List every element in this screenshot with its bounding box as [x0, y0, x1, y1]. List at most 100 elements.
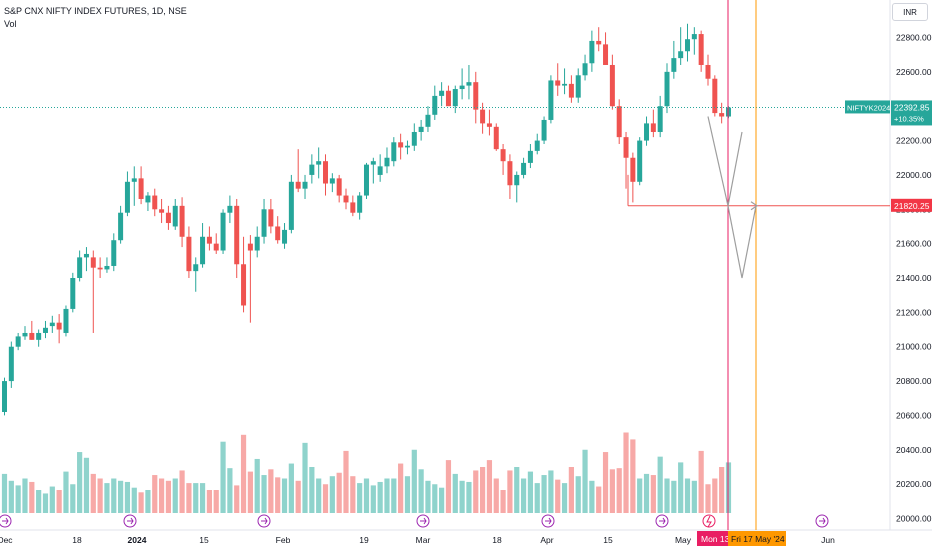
candlestick [309, 154, 315, 184]
candlestick [568, 75, 574, 103]
candlestick [49, 315, 55, 333]
volume-bar [425, 480, 431, 513]
volume-bar [261, 475, 267, 513]
candle-body [241, 264, 247, 306]
candle-body [630, 157, 636, 182]
currency-selector[interactable]: INR [892, 3, 928, 21]
volume-bar [63, 471, 69, 513]
volume-bar [104, 483, 110, 513]
volume-bar [158, 478, 165, 513]
volume-bar [568, 467, 574, 513]
time-tick-label: 15 [603, 535, 613, 545]
candlestick [473, 71, 479, 124]
volume-bar [582, 449, 588, 513]
candle-body [63, 308, 69, 333]
candlestick [712, 75, 718, 117]
candle-body [500, 149, 506, 162]
candle-body [712, 78, 718, 114]
candlestick [193, 257, 199, 292]
candlestick [83, 247, 89, 272]
candle-body [507, 161, 513, 186]
volume-bar [316, 478, 322, 513]
candlestick [719, 102, 725, 124]
time-tick-label: 2024 [128, 535, 147, 545]
candlestick [350, 195, 356, 217]
price-tick-label: 22600.00 [896, 67, 932, 77]
candle-body [172, 205, 178, 227]
volume-bar [138, 492, 144, 513]
dividend-event-icon [0, 514, 12, 528]
volume-bar [507, 470, 513, 513]
candle-body [473, 82, 479, 110]
volume-bar [520, 478, 527, 513]
volume-bar [29, 481, 35, 513]
volume-bar [42, 493, 49, 513]
candlestick [254, 226, 260, 258]
candlestick [664, 63, 670, 114]
volume-bar [637, 478, 643, 513]
volume-bar [705, 484, 711, 513]
volume-bar [268, 469, 274, 513]
candlestick [97, 257, 103, 278]
candle-body [350, 202, 356, 213]
volume-indicator-label[interactable]: Vol [4, 19, 17, 29]
volume-bar [22, 478, 28, 513]
candle-body [70, 278, 76, 309]
candle-body [138, 178, 144, 199]
time-highlight-left-bg [697, 531, 729, 546]
candlestick [418, 119, 424, 141]
candlestick [521, 157, 527, 179]
price-tick-label: 20200.00 [896, 479, 932, 489]
symbol-title[interactable]: S&P CNX NIFTY INDEX FUTURES, 1D, NSE [4, 6, 187, 16]
candlestick [63, 305, 69, 337]
candle-body [83, 253, 89, 258]
candlestick [282, 223, 288, 249]
price-tick-label: 21400.00 [896, 273, 932, 283]
candle-body [486, 123, 492, 127]
candle-body [637, 140, 643, 182]
volume-bar [77, 452, 83, 513]
volume-bar [322, 484, 329, 513]
candle-body [131, 178, 137, 182]
candlestick [685, 23, 690, 62]
candle-body [568, 83, 574, 98]
event-arrow [127, 517, 134, 525]
candlestick [247, 235, 253, 323]
volume-bar [480, 467, 486, 513]
candlestick [678, 27, 684, 65]
candlestick [691, 27, 697, 55]
candlestick [8, 341, 14, 388]
volume-bar [596, 486, 602, 513]
volume-bar [671, 480, 677, 513]
volume-bar [623, 432, 629, 513]
candle-body [644, 123, 650, 141]
volume-bar [118, 480, 124, 513]
candle-body [575, 75, 581, 98]
time-tick-label: Mar [416, 535, 431, 545]
volume-bar [83, 457, 90, 513]
candle-body [56, 322, 62, 330]
candle-body [527, 150, 533, 163]
volume-bar [684, 478, 691, 513]
candle-body [193, 264, 199, 272]
candlestick [534, 133, 540, 155]
time-highlight-right: Fri 17 May '24 [728, 531, 786, 546]
volume-bar [555, 479, 561, 513]
candlestick [555, 63, 561, 96]
volume-bar [370, 485, 376, 513]
candle-body [363, 164, 369, 196]
time-tick-label: 18 [492, 535, 502, 545]
chart-legend: S&P CNX NIFTY INDEX FUTURES, 1D, NSE Vol [4, 5, 187, 31]
volume-bar [275, 477, 281, 513]
earnings-circle [702, 514, 716, 528]
candle-body [425, 114, 431, 127]
candle-body [8, 346, 14, 382]
price-tick-label: 21000.00 [896, 342, 932, 352]
candle-body [480, 109, 486, 124]
candle-body [452, 89, 458, 107]
current-price-label: NIFTYK2024 22392.85 +10.35% [845, 100, 932, 126]
volume-bar [616, 468, 622, 513]
volume-bar [97, 478, 103, 513]
